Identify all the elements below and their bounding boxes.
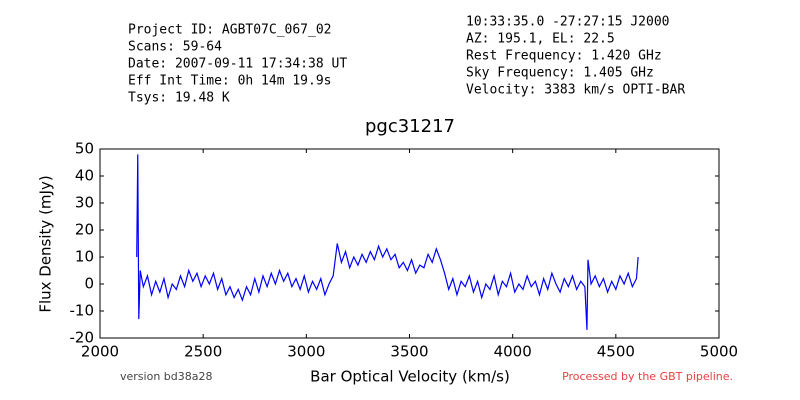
- y-tick-label: 40: [75, 167, 94, 185]
- chart-title: pgc31217: [365, 116, 455, 137]
- info-left-line: Eff Int Time: 0h 14m 19.9s: [128, 74, 332, 89]
- x-tick-label: 3000: [287, 343, 325, 361]
- x-tick-label: 3500: [390, 343, 428, 361]
- x-tick-label: 2000: [81, 343, 119, 361]
- x-tick-label: 4500: [597, 343, 635, 361]
- x-tick-label: 4000: [494, 343, 532, 361]
- info-left-line: Tsys: 19.48 K: [128, 91, 230, 106]
- info-right-line: Sky Frequency: 1.405 GHz: [466, 66, 654, 81]
- info-left-line: Date: 2007-09-11 17:34:38 UT: [128, 57, 347, 72]
- y-tick-label: -20: [70, 329, 95, 347]
- y-tick-label: -10: [70, 302, 95, 320]
- info-right-line: Rest Frequency: 1.420 GHz: [466, 49, 662, 64]
- y-axis-label: Flux Density (mJy): [37, 175, 55, 312]
- x-axis-label: Bar Optical Velocity (km/s): [310, 368, 510, 386]
- info-right-line: Velocity: 3383 km/s OPTI-BAR: [466, 83, 685, 98]
- footer-pipeline: Processed by the GBT pipeline.: [562, 370, 733, 383]
- spectrum-line: [136, 154, 639, 330]
- y-tick-label: 20: [75, 221, 94, 239]
- y-tick-label: 30: [75, 194, 94, 212]
- y-tick-label: 50: [75, 140, 94, 158]
- footer-version: version bd38a28: [120, 370, 213, 383]
- info-right-line: 10:33:35.0 -27:27:15 J2000: [466, 15, 670, 30]
- x-tick-label: 5000: [700, 343, 738, 361]
- y-tick-label: 0: [84, 275, 94, 293]
- info-left-line: Scans: 59-64: [128, 40, 222, 55]
- info-right-line: AZ: 195.1, EL: 22.5: [466, 32, 615, 47]
- y-tick-label: 10: [75, 248, 94, 266]
- info-left-line: Project ID: AGBT07C_067_02: [128, 23, 332, 38]
- x-tick-label: 2500: [184, 343, 222, 361]
